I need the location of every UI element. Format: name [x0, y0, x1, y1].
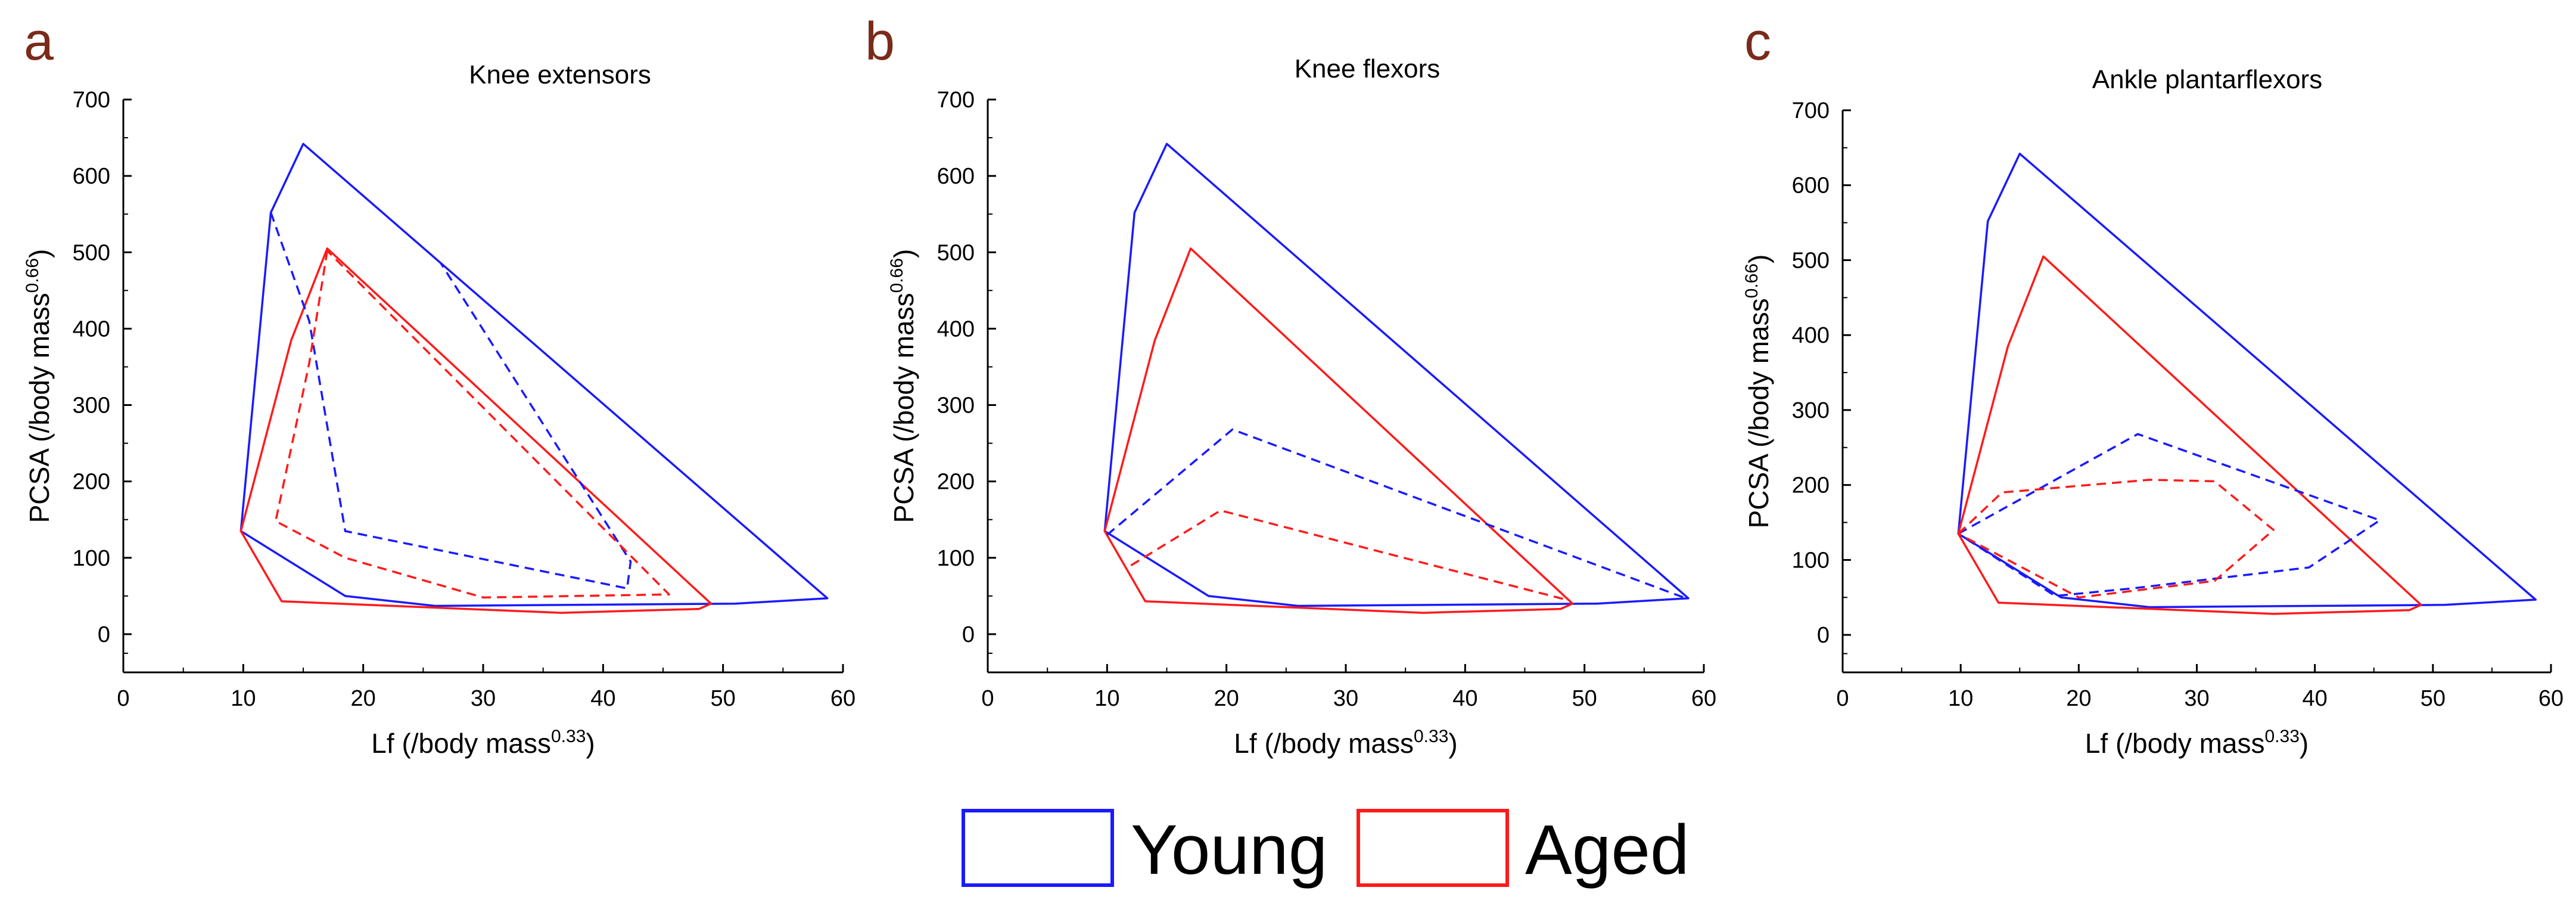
x-axis-label: Lf (/body mass0.33) [2085, 727, 2309, 759]
chart-title: Knee flexors [1295, 54, 1441, 83]
y-tick-label: 0 [98, 622, 110, 647]
y-tick-label: 100 [937, 546, 975, 571]
x-tick-label: 50 [2421, 686, 2446, 711]
x-tick-label: 20 [2066, 686, 2091, 711]
series-aged-solid [1957, 255, 2422, 615]
series-young-solid [1103, 142, 1690, 607]
x-tick-label: 60 [2538, 686, 2563, 711]
series-young-dashed [1957, 433, 2381, 597]
x-tick-label: 30 [1333, 686, 1358, 711]
y-tick-label: 500 [1792, 248, 1830, 273]
series-young-dashed [269, 212, 632, 590]
chart-title: Ankle plantarflexors [2092, 65, 2322, 94]
x-tick-label: 10 [1094, 686, 1119, 711]
series-aged-solid [239, 247, 713, 614]
x-tick-label: 60 [830, 686, 855, 711]
x-tick-label: 20 [1214, 686, 1239, 711]
series-young-solid [239, 142, 829, 607]
series-young-dashed [1106, 428, 1687, 600]
x-tick-label: 50 [711, 686, 736, 711]
x-tick-label: 40 [2303, 686, 2328, 711]
y-tick-label: 200 [73, 470, 110, 495]
y-tick-label: 400 [1792, 323, 1830, 348]
chart-title: Knee extensors [469, 60, 651, 89]
y-tick-label: 100 [73, 546, 110, 571]
y-tick-label: 600 [1792, 173, 1830, 198]
series-aged-dashed [1957, 479, 2275, 599]
x-tick-label: 50 [1572, 686, 1597, 711]
y-tick-label: 400 [937, 317, 975, 342]
y-tick-label: 100 [1792, 548, 1830, 573]
x-axis-label: Lf (/body mass0.33) [1234, 727, 1457, 759]
y-tick-label: 500 [73, 240, 110, 265]
y-axis-label: PCSA (/body mass0.66) [23, 249, 55, 523]
y-tick-label: 700 [73, 88, 110, 113]
x-tick-label: 40 [590, 686, 615, 711]
y-tick-label: 300 [73, 393, 110, 418]
y-tick-label: 700 [1792, 98, 1830, 123]
panel-letter: c [1744, 12, 1771, 72]
series-aged-dashed [274, 250, 670, 599]
x-tick-label: 30 [471, 686, 496, 711]
panel-letter: b [865, 12, 895, 72]
series-aged-dashed [1130, 509, 1567, 601]
x-tick-label: 0 [981, 686, 994, 711]
x-tick-label: 20 [351, 686, 376, 711]
x-tick-label: 10 [1948, 686, 1973, 711]
y-tick-label: 200 [937, 470, 975, 495]
panel-letter: a [24, 12, 54, 72]
chart-panel-a: a Knee extensors 0 100 200 300 400 500 600 700 0 10… [23, 12, 855, 759]
y-tick-label: 0 [962, 622, 975, 647]
x-tick-label: 0 [1836, 686, 1849, 711]
y-tick-label: 300 [937, 393, 975, 418]
chart-panel-b: b Knee flexors 0 100 200 300 400 500 600 700 0 10 20… [865, 12, 1716, 759]
y-tick-label: 200 [1792, 473, 1830, 498]
y-axis-label: PCSA (/body mass0.66) [1742, 255, 1774, 529]
x-tick-label: 30 [2184, 686, 2209, 711]
y-tick-label: 0 [1817, 623, 1830, 648]
y-tick-label: 300 [1792, 398, 1830, 423]
y-tick-label: 400 [73, 317, 110, 342]
series-young-solid [1957, 153, 2537, 609]
x-axis-label: Lf (/body mass0.33) [371, 727, 595, 759]
x-tick-label: 60 [1691, 686, 1716, 711]
y-axis-label: PCSA (/body mass0.66) [887, 249, 919, 523]
legend: Young Aged [962, 809, 1690, 889]
y-tick-label: 700 [937, 88, 975, 113]
legend-swatch-young [962, 809, 1114, 887]
y-tick-label: 600 [73, 164, 110, 189]
x-tick-label: 40 [1452, 686, 1477, 711]
legend-swatch-aged [1357, 809, 1509, 887]
x-tick-label: 0 [117, 686, 129, 711]
legend-label-young: Young [1131, 811, 1327, 889]
y-tick-label: 600 [937, 164, 975, 189]
x-tick-label: 10 [231, 686, 256, 711]
series-aged-solid [1103, 247, 1574, 614]
legend-label-aged: Aged [1525, 811, 1690, 889]
y-tick-label: 500 [937, 240, 975, 265]
